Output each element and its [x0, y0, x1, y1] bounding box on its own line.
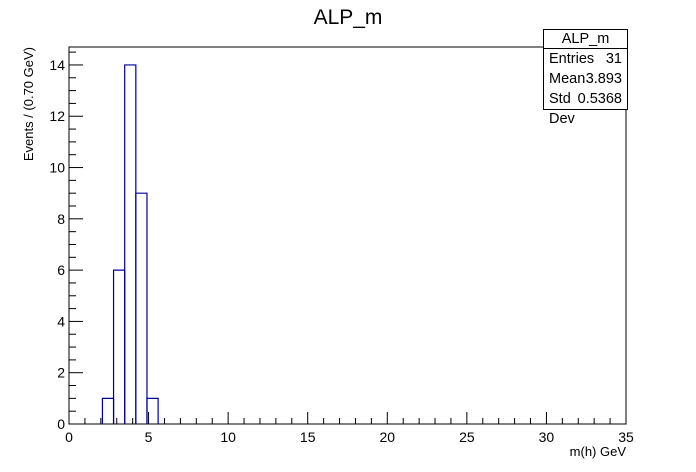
y-tick-label: 4 — [57, 313, 65, 329]
x-tick-label: 10 — [220, 429, 236, 445]
y-tick-label: 10 — [49, 160, 65, 176]
x-tick-label: 15 — [300, 429, 316, 445]
histogram-bin — [135, 192, 148, 424]
chart-title: ALP_m — [313, 6, 383, 29]
histogram-bin — [112, 269, 126, 424]
y-axis-label: Events / (0.70 GeV) — [21, 47, 36, 161]
y-tick-label: 8 — [57, 211, 65, 227]
y-tick-label: 0 — [57, 416, 65, 432]
y-tick-label: 14 — [49, 57, 65, 73]
stats-box-title: ALP_m — [544, 30, 627, 49]
x-tick-label: 20 — [379, 429, 395, 445]
stats-row-mean: Mean 3.893 — [544, 69, 627, 89]
x-tick-label: 25 — [459, 429, 475, 445]
x-axis-label: m(h) GeV — [570, 444, 627, 459]
x-tick-label: 30 — [539, 429, 555, 445]
stats-value-entries: 31 — [605, 51, 622, 67]
y-tick-label: 2 — [57, 365, 65, 381]
stats-row-entries: Entries 31 — [544, 49, 627, 69]
y-tick-label: 12 — [49, 108, 65, 124]
x-tick-label: 35 — [618, 429, 634, 445]
histogram-bin — [124, 64, 137, 424]
stats-box: ALP_m Entries 31 Mean 3.893 Std Dev 0.53… — [543, 29, 628, 127]
y-tick-label: 6 — [57, 262, 65, 278]
x-tick-label: 0 — [65, 429, 73, 445]
plot-frame — [68, 46, 627, 425]
histogram-bin — [146, 397, 159, 424]
stats-row-stddev: Std Dev 0.5368 — [544, 89, 627, 127]
stats-value-mean: 3.893 — [585, 71, 622, 87]
stats-value-stddev: 0.5368 — [577, 91, 622, 107]
histogram-bin — [101, 397, 115, 424]
x-tick-label: 5 — [145, 429, 153, 445]
stats-label-stddev: Std Dev — [549, 91, 575, 127]
stats-label-mean: Mean — [549, 71, 586, 87]
stats-label-entries: Entries — [549, 51, 595, 67]
